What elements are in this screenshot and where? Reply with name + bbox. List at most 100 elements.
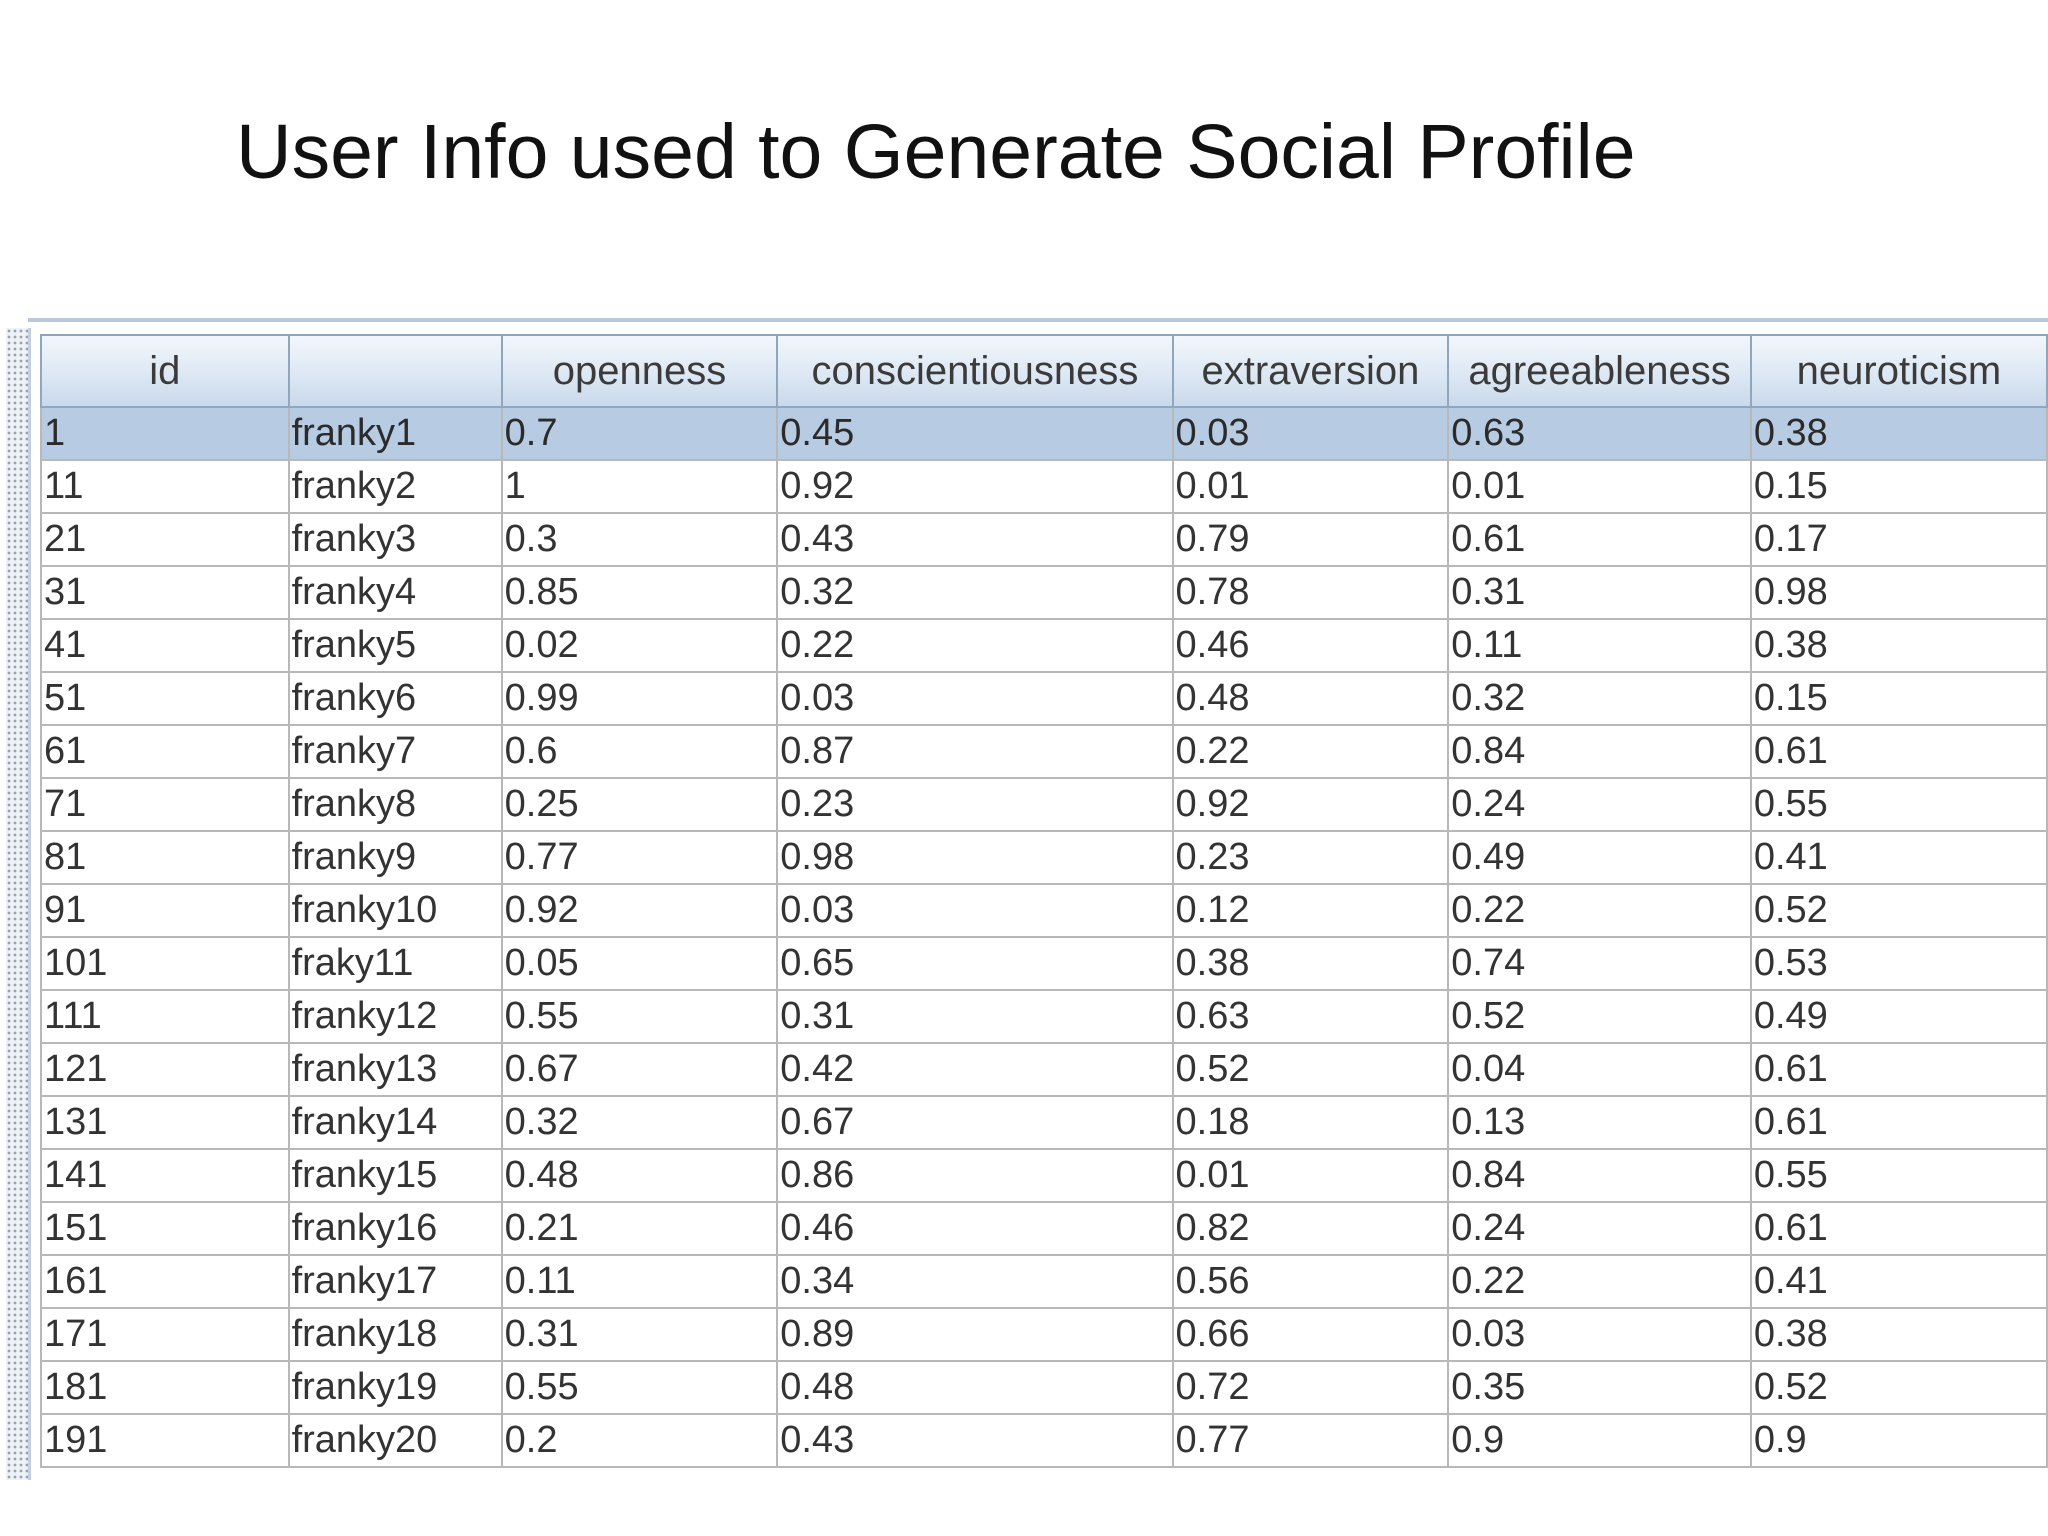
cell-openness[interactable]: 0.6 xyxy=(500,724,779,779)
table-row[interactable]: 191 franky20 0.2 0.43 0.77 0.9 0.9 xyxy=(40,1413,2048,1468)
cell-name[interactable]: fraky11 xyxy=(287,936,503,991)
cell-neuroticism[interactable]: 0.61 xyxy=(1749,1095,2048,1150)
cell-id[interactable]: 61 xyxy=(40,724,290,779)
cell-id[interactable]: 31 xyxy=(40,565,290,620)
cell-conscientiousness[interactable]: 0.22 xyxy=(776,618,1174,673)
cell-agreeableness[interactable]: 0.11 xyxy=(1447,618,1752,673)
cell-agreeableness[interactable]: 0.03 xyxy=(1447,1307,1752,1362)
cell-neuroticism[interactable]: 0.15 xyxy=(1749,459,2048,514)
cell-id[interactable]: 71 xyxy=(40,777,290,832)
cell-extraversion[interactable]: 0.01 xyxy=(1171,459,1450,514)
table-row[interactable]: 81 franky9 0.77 0.98 0.23 0.49 0.41 xyxy=(40,830,2048,885)
cell-id[interactable]: 191 xyxy=(40,1413,290,1468)
cell-name[interactable]: franky13 xyxy=(287,1042,503,1097)
cell-openness[interactable]: 0.67 xyxy=(500,1042,779,1097)
table-row[interactable]: 71 franky8 0.25 0.23 0.92 0.24 0.55 xyxy=(40,777,2048,832)
cell-neuroticism[interactable]: 0.41 xyxy=(1749,830,2048,885)
cell-id[interactable]: 141 xyxy=(40,1148,290,1203)
cell-id[interactable]: 131 xyxy=(40,1095,290,1150)
cell-extraversion[interactable]: 0.56 xyxy=(1171,1254,1450,1309)
cell-name[interactable]: franky2 xyxy=(287,459,503,514)
cell-neuroticism[interactable]: 0.98 xyxy=(1749,565,2048,620)
cell-agreeableness[interactable]: 0.01 xyxy=(1447,459,1752,514)
cell-openness[interactable]: 0.48 xyxy=(500,1148,779,1203)
cell-agreeableness[interactable]: 0.35 xyxy=(1447,1360,1752,1415)
cell-id[interactable]: 81 xyxy=(40,830,290,885)
cell-name[interactable]: franky6 xyxy=(287,671,503,726)
cell-extraversion[interactable]: 0.23 xyxy=(1171,830,1450,885)
cell-extraversion[interactable]: 0.03 xyxy=(1171,406,1450,461)
table-row[interactable]: 31 franky4 0.85 0.32 0.78 0.31 0.98 xyxy=(40,565,2048,620)
cell-name[interactable]: franky5 xyxy=(287,618,503,673)
cell-extraversion[interactable]: 0.01 xyxy=(1171,1148,1450,1203)
cell-openness[interactable]: 0.11 xyxy=(500,1254,779,1309)
table-row[interactable]: 21 franky3 0.3 0.43 0.79 0.61 0.17 xyxy=(40,512,2048,567)
column-header-name[interactable] xyxy=(287,334,503,408)
table-row[interactable]: 41 franky5 0.02 0.22 0.46 0.11 0.38 xyxy=(40,618,2048,673)
cell-openness[interactable]: 0.25 xyxy=(500,777,779,832)
cell-id[interactable]: 41 xyxy=(40,618,290,673)
cell-extraversion[interactable]: 0.46 xyxy=(1171,618,1450,673)
column-header-neuroticism[interactable]: neuroticism xyxy=(1749,334,2048,408)
cell-id[interactable]: 111 xyxy=(40,989,290,1044)
cell-conscientiousness[interactable]: 0.42 xyxy=(776,1042,1174,1097)
cell-neuroticism[interactable]: 0.61 xyxy=(1749,724,2048,779)
cell-neuroticism[interactable]: 0.52 xyxy=(1749,1360,2048,1415)
cell-agreeableness[interactable]: 0.61 xyxy=(1447,512,1752,567)
cell-conscientiousness[interactable]: 0.67 xyxy=(776,1095,1174,1150)
cell-openness[interactable]: 1 xyxy=(500,459,779,514)
column-header-agreeableness[interactable]: agreeableness xyxy=(1447,334,1752,408)
cell-name[interactable]: franky8 xyxy=(287,777,503,832)
column-header-conscientiousness[interactable]: conscientiousness xyxy=(776,334,1174,408)
cell-extraversion[interactable]: 0.38 xyxy=(1171,936,1450,991)
cell-conscientiousness[interactable]: 0.03 xyxy=(776,671,1174,726)
cell-extraversion[interactable]: 0.66 xyxy=(1171,1307,1450,1362)
cell-agreeableness[interactable]: 0.32 xyxy=(1447,671,1752,726)
cell-extraversion[interactable]: 0.77 xyxy=(1171,1413,1450,1468)
cell-extraversion[interactable]: 0.92 xyxy=(1171,777,1450,832)
cell-neuroticism[interactable]: 0.38 xyxy=(1749,406,2048,461)
cell-neuroticism[interactable]: 0.9 xyxy=(1749,1413,2048,1468)
table-row[interactable]: 61 franky7 0.6 0.87 0.22 0.84 0.61 xyxy=(40,724,2048,779)
cell-id[interactable]: 171 xyxy=(40,1307,290,1362)
cell-openness[interactable]: 0.85 xyxy=(500,565,779,620)
cell-openness[interactable]: 0.05 xyxy=(500,936,779,991)
cell-name[interactable]: franky10 xyxy=(287,883,503,938)
cell-openness[interactable]: 0.7 xyxy=(500,406,779,461)
cell-openness[interactable]: 0.31 xyxy=(500,1307,779,1362)
cell-neuroticism[interactable]: 0.53 xyxy=(1749,936,2048,991)
column-header-openness[interactable]: openness xyxy=(500,334,779,408)
cell-name[interactable]: franky3 xyxy=(287,512,503,567)
cell-id[interactable]: 1 xyxy=(40,406,290,461)
cell-neuroticism[interactable]: 0.38 xyxy=(1749,1307,2048,1362)
cell-extraversion[interactable]: 0.52 xyxy=(1171,1042,1450,1097)
cell-id[interactable]: 11 xyxy=(40,459,290,514)
cell-extraversion[interactable]: 0.72 xyxy=(1171,1360,1450,1415)
cell-openness[interactable]: 0.55 xyxy=(500,989,779,1044)
cell-extraversion[interactable]: 0.63 xyxy=(1171,989,1450,1044)
cell-conscientiousness[interactable]: 0.86 xyxy=(776,1148,1174,1203)
cell-conscientiousness[interactable]: 0.03 xyxy=(776,883,1174,938)
cell-openness[interactable]: 0.32 xyxy=(500,1095,779,1150)
cell-openness[interactable]: 0.21 xyxy=(500,1201,779,1256)
table-row[interactable]: 11 franky2 1 0.92 0.01 0.01 0.15 xyxy=(40,459,2048,514)
cell-id[interactable]: 151 xyxy=(40,1201,290,1256)
cell-name[interactable]: franky4 xyxy=(287,565,503,620)
cell-conscientiousness[interactable]: 0.45 xyxy=(776,406,1174,461)
table-row[interactable]: 181 franky19 0.55 0.48 0.72 0.35 0.52 xyxy=(40,1360,2048,1415)
drag-handle[interactable] xyxy=(6,328,31,1480)
cell-extraversion[interactable]: 0.18 xyxy=(1171,1095,1450,1150)
cell-agreeableness[interactable]: 0.84 xyxy=(1447,724,1752,779)
cell-name[interactable]: franky7 xyxy=(287,724,503,779)
cell-id[interactable]: 181 xyxy=(40,1360,290,1415)
table-row[interactable]: 91 franky10 0.92 0.03 0.12 0.22 0.52 xyxy=(40,883,2048,938)
cell-agreeableness[interactable]: 0.04 xyxy=(1447,1042,1752,1097)
cell-id[interactable]: 101 xyxy=(40,936,290,991)
table-row[interactable]: 131 franky14 0.32 0.67 0.18 0.13 0.61 xyxy=(40,1095,2048,1150)
cell-openness[interactable]: 0.3 xyxy=(500,512,779,567)
cell-conscientiousness[interactable]: 0.32 xyxy=(776,565,1174,620)
cell-agreeableness[interactable]: 0.22 xyxy=(1447,1254,1752,1309)
cell-name[interactable]: franky12 xyxy=(287,989,503,1044)
cell-name[interactable]: franky1 xyxy=(287,406,503,461)
cell-agreeableness[interactable]: 0.22 xyxy=(1447,883,1752,938)
